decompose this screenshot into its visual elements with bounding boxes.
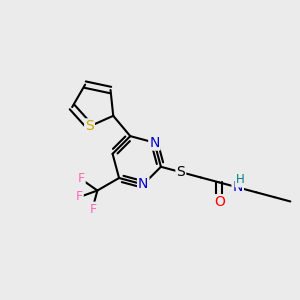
Text: S: S <box>85 119 94 134</box>
Text: H: H <box>236 173 244 187</box>
Text: F: F <box>90 202 97 216</box>
Text: F: F <box>78 172 85 185</box>
Text: F: F <box>76 190 83 202</box>
Text: N: N <box>138 178 148 191</box>
Text: O: O <box>214 195 225 209</box>
Text: N: N <box>232 180 243 194</box>
Text: S: S <box>176 165 185 179</box>
Text: N: N <box>149 136 160 150</box>
